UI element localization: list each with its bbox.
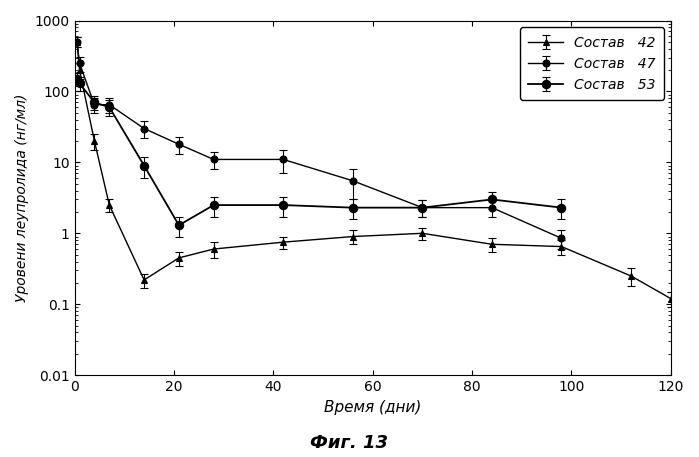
Y-axis label: Уровени леупролида (нг/мл): Уровени леупролида (нг/мл) (15, 94, 29, 302)
Legend: Состав   42, Состав   47, Состав   53: Состав 42, Состав 47, Состав 53 (520, 27, 664, 100)
X-axis label: Время (дни): Время (дни) (324, 399, 421, 414)
Text: Фиг. 13: Фиг. 13 (310, 434, 389, 452)
